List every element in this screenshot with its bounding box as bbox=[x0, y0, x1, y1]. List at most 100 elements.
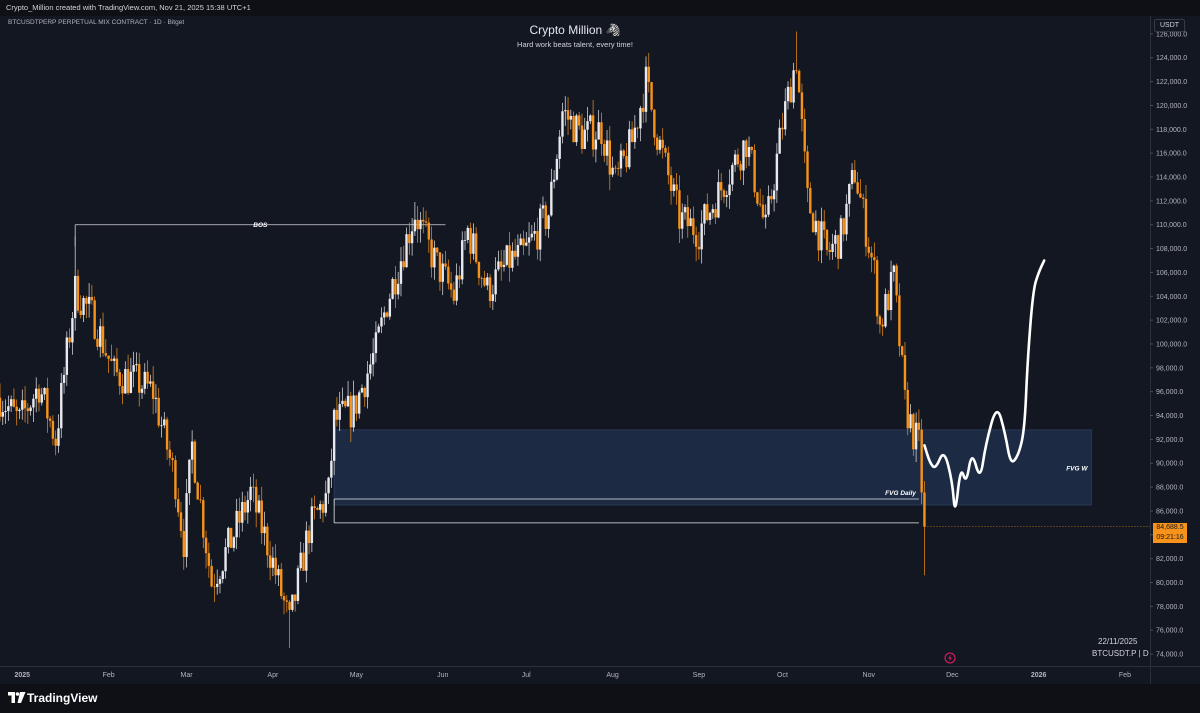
candle-body bbox=[513, 250, 517, 257]
candle-body bbox=[433, 247, 436, 268]
candle-body bbox=[664, 147, 667, 153]
candle-body bbox=[555, 158, 559, 180]
candle-body bbox=[9, 399, 13, 407]
y-tick-label: 88,000.0 bbox=[1156, 485, 1183, 492]
candle-body bbox=[703, 204, 706, 224]
date-label: 22/11/2025 bbox=[1098, 637, 1138, 646]
candle-body bbox=[4, 410, 7, 413]
candle-body bbox=[313, 506, 316, 509]
candle-body bbox=[90, 296, 94, 301]
candle-body bbox=[527, 237, 531, 243]
candle-body bbox=[1, 412, 4, 417]
candle-body bbox=[285, 600, 289, 602]
candle-body bbox=[758, 203, 762, 205]
candle-body bbox=[341, 400, 344, 405]
candle-body bbox=[85, 298, 88, 304]
candle-body bbox=[29, 407, 32, 412]
candle-body bbox=[282, 596, 286, 601]
candle-body bbox=[110, 358, 113, 361]
candle-body bbox=[12, 399, 16, 407]
candle-body bbox=[168, 449, 172, 458]
candle-body bbox=[472, 233, 475, 254]
candle-body bbox=[57, 428, 60, 446]
y-tick-label: 98,000.0 bbox=[1156, 365, 1183, 372]
y-tick-label: 118,000.0 bbox=[1156, 127, 1187, 134]
candle-body bbox=[608, 140, 612, 175]
candle-body bbox=[719, 182, 723, 191]
candle-body bbox=[614, 167, 617, 169]
y-tick-label: 74,000.0 bbox=[1156, 652, 1183, 659]
y-tick-label: 86,000.0 bbox=[1156, 508, 1183, 515]
candle-body bbox=[706, 204, 709, 220]
lightning-icon[interactable] bbox=[944, 652, 956, 664]
candle-body bbox=[597, 122, 600, 140]
candle-body bbox=[750, 147, 754, 150]
candle-body bbox=[764, 214, 767, 218]
candle-body bbox=[466, 227, 469, 240]
candle-body bbox=[480, 277, 483, 279]
candle-body bbox=[525, 242, 528, 246]
price-chart[interactable]: 74,000.0 76,000.0 78,000.0 80,000.0 82,000.0… bbox=[0, 16, 1200, 684]
candle-body bbox=[366, 373, 369, 398]
x-tick-label: May bbox=[350, 672, 364, 679]
candle-body bbox=[564, 110, 567, 112]
candle-body bbox=[483, 278, 486, 286]
candle-body bbox=[722, 190, 726, 197]
candle-body bbox=[151, 381, 155, 399]
candle-body bbox=[678, 190, 681, 229]
candle-body bbox=[299, 552, 302, 569]
candle-body bbox=[469, 227, 472, 254]
y-tick-label: 126,000.0 bbox=[1156, 31, 1187, 38]
candle-body bbox=[795, 70, 798, 72]
candle-body bbox=[541, 205, 545, 209]
candle-body bbox=[138, 364, 141, 393]
candle-body bbox=[79, 310, 82, 315]
candle-body bbox=[449, 283, 453, 290]
last-price-label: 84,688.5 09:21:16 bbox=[1153, 523, 1187, 543]
candle-body bbox=[338, 404, 341, 420]
candle-body bbox=[689, 218, 692, 227]
candle-body bbox=[447, 266, 450, 284]
candle-body bbox=[377, 326, 380, 333]
candle-body bbox=[633, 127, 637, 143]
candle-body bbox=[616, 168, 620, 169]
candle-body bbox=[839, 218, 843, 259]
x-tick-label: Aug bbox=[606, 672, 619, 679]
x-tick-label: Feb bbox=[1119, 672, 1131, 679]
candle-body bbox=[814, 220, 818, 233]
x-tick-label: 2025 bbox=[14, 672, 30, 679]
candle-body bbox=[655, 137, 659, 150]
x-tick-label: Oct bbox=[777, 672, 788, 679]
candle-body bbox=[611, 167, 614, 175]
candle-body bbox=[580, 125, 584, 149]
candle-body bbox=[165, 419, 169, 450]
candle-body bbox=[121, 386, 124, 394]
candle-body bbox=[0, 397, 2, 417]
bar-countdown: 09:21:16 bbox=[1156, 534, 1184, 541]
candle-body bbox=[174, 460, 177, 500]
fvg-weekly-label: FVG W bbox=[1066, 465, 1088, 472]
candle-body bbox=[873, 257, 876, 261]
candle-body bbox=[132, 365, 135, 372]
chart-area[interactable]: 74,000.0 76,000.0 78,000.0 80,000.0 82,000.0… bbox=[0, 16, 1200, 684]
candle-body bbox=[700, 223, 703, 250]
candle-body bbox=[316, 508, 319, 510]
bottom-bar: TradingView bbox=[0, 684, 1200, 713]
candle-body bbox=[828, 249, 831, 252]
candle-body bbox=[391, 279, 394, 299]
candle-body bbox=[728, 184, 731, 196]
x-tick-label: Sep bbox=[693, 672, 706, 679]
candle-body bbox=[747, 147, 751, 158]
candle-body bbox=[305, 530, 308, 571]
symbol-description: BTCUSDTPERP PERPETUAL MIX CONTRACT · 1D … bbox=[8, 19, 185, 26]
candle-body bbox=[733, 154, 737, 166]
candle-body bbox=[544, 205, 547, 229]
candle-body bbox=[561, 111, 564, 137]
candle-body bbox=[257, 500, 261, 513]
candle-body bbox=[511, 250, 514, 268]
candle-body bbox=[394, 279, 397, 295]
candle-body bbox=[380, 317, 383, 327]
currency-tag[interactable]: USDT bbox=[1154, 19, 1186, 32]
candle-body bbox=[675, 184, 678, 191]
candle-body bbox=[54, 438, 57, 446]
